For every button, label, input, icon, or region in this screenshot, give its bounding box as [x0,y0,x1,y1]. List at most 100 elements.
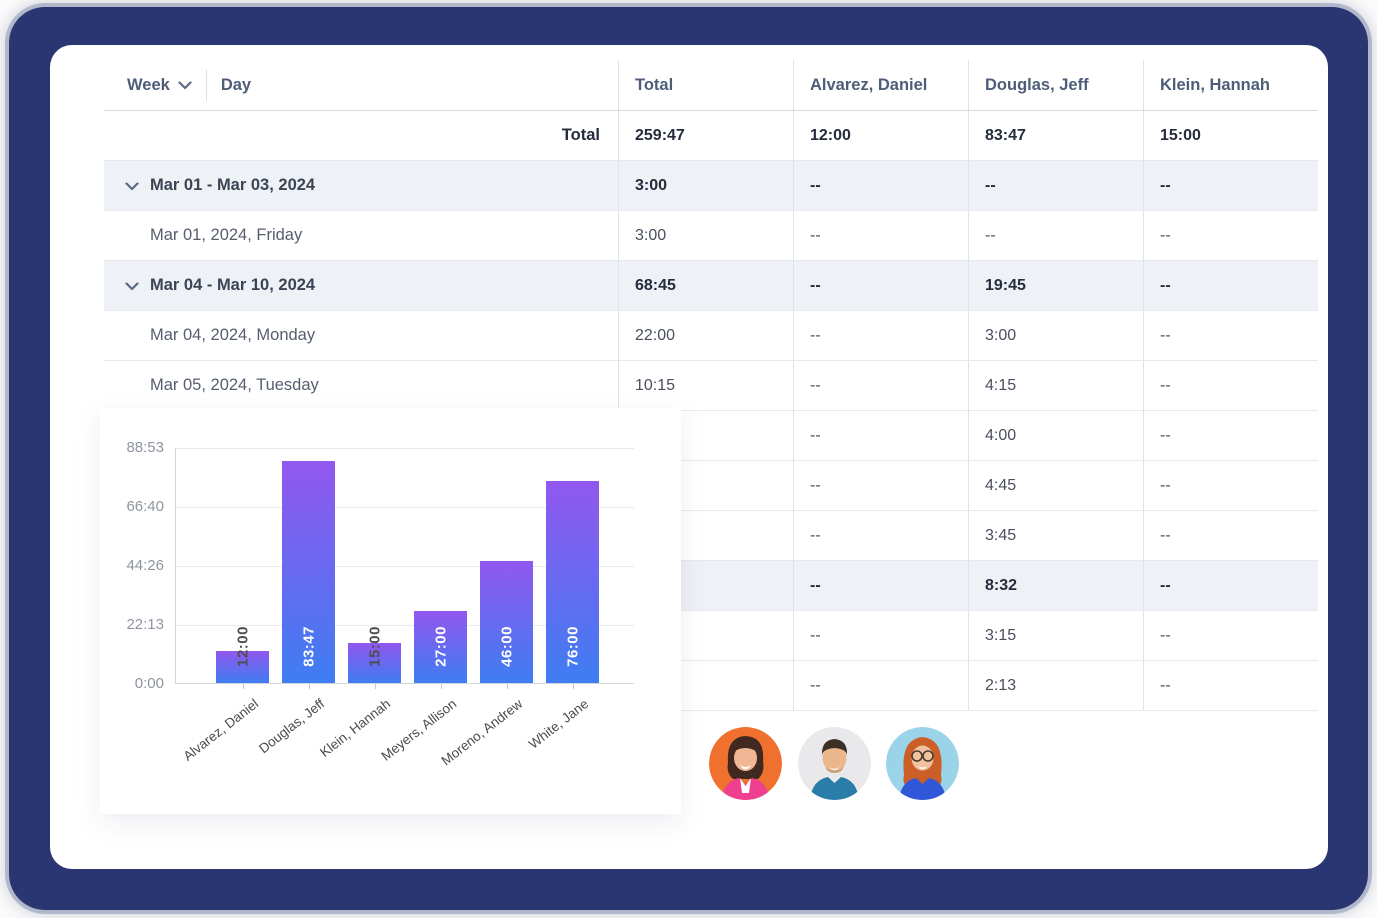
cell-klein: -- [1143,311,1318,360]
bar-douglas-jeff[interactable]: 83:47 [282,460,335,683]
cell-alvarez: -- [793,511,968,560]
cell-douglas: 19:45 [968,261,1143,310]
bar-value-label: 76:00 [564,626,581,667]
gridline [176,566,634,567]
cell-total: 3:00 [618,211,793,260]
y-axis-tick-label: 22:13 [126,616,164,633]
day-row: Mar 01, 2024, Friday 3:00 -- -- -- [104,211,1318,261]
cell-alvarez: -- [793,161,968,210]
week-column-dropdown[interactable]: Week [127,76,192,95]
cell-total: 22:00 [618,311,793,360]
cell-alvarez: -- [793,611,968,660]
gridline [176,448,634,449]
x-axis-tick [572,684,574,689]
week-column-label: Week [127,75,170,94]
day-date-label: Mar 05, 2024, Tuesday [150,376,319,394]
x-axis-category-label: Douglas, Jeff [255,696,327,757]
cell-douglas: 3:15 [968,611,1143,660]
x-axis-tick [506,684,508,689]
cell-alvarez: -- [793,561,968,610]
column-header-klein[interactable]: Klein, Hannah [1143,60,1318,110]
header-divider [205,69,207,101]
cell-total: 3:00 [618,161,793,210]
chevron-down-icon[interactable] [125,282,139,291]
cell-douglas: 3:00 [968,311,1143,360]
cell-alvarez: -- [793,461,968,510]
cell-klein: -- [1143,611,1318,660]
week-group-row: Mar 04 - Mar 10, 2024 68:45 -- 19:45 -- [104,261,1318,311]
cell-alvarez: -- [793,211,968,260]
y-axis-tick-label: 88:53 [126,439,164,456]
cell-klein: -- [1143,211,1318,260]
bar-value-label: 12:00 [234,626,251,667]
day-row: Mar 05, 2024, Tuesday 10:15 -- 4:15 -- [104,361,1318,411]
cell-klein: -- [1143,661,1318,710]
bar-meyers-allison[interactable]: 27:00 [414,611,467,683]
cell-alvarez: -- [793,261,968,310]
day-date-label: Mar 01, 2024, Friday [150,226,303,244]
bar-alvarez-daniel[interactable]: 12:00 [216,626,269,683]
week-range-label: Mar 04 - Mar 10, 2024 [150,276,316,294]
cell-klein: -- [1143,511,1318,560]
cell-klein: -- [1143,361,1318,410]
cell-douglas: 2:13 [968,661,1143,710]
bar-value-label: 46:00 [498,626,515,667]
cell-alvarez: -- [793,361,968,410]
bar-moreno-andrew[interactable]: 46:00 [480,560,533,683]
gridline [176,507,634,508]
cell-alvarez: -- [793,311,968,360]
cell-douglas: 83:47 [968,111,1143,160]
bar-value-label: 27:00 [432,626,449,667]
y-axis-tick-label: 0:00 [134,675,164,692]
cell-total: 68:45 [618,261,793,310]
x-axis-tick [440,684,442,689]
bar-klein-hannah[interactable]: 15:00 [348,626,401,683]
timesheet-table: Week Day Total Alvarez, Daniel Douglas, … [104,60,1318,711]
x-axis-tick [242,684,244,689]
cell-total: 259:47 [618,111,793,160]
hours-bar-chart: 12:00 83:47 15:00 27:00 46:00 76:00 0:00 22:13… [100,408,681,814]
cell-klein: -- [1143,261,1318,310]
avatar-woman-pink-jacket [709,727,782,800]
cell-douglas: 4:45 [968,461,1143,510]
cell-klein: -- [1143,161,1318,210]
cell-alvarez: -- [793,661,968,710]
column-header-total[interactable]: Total [618,60,793,110]
cell-klein: -- [1143,561,1318,610]
cell-klein: 15:00 [1143,111,1318,160]
grand-total-row: Total 259:47 12:00 83:47 15:00 [104,111,1318,161]
cell-douglas: 4:00 [968,411,1143,460]
table-header-row: Week Day Total Alvarez, Daniel Douglas, … [104,60,1318,111]
column-header-douglas[interactable]: Douglas, Jeff [968,60,1143,110]
week-group-row: Mar 01 - Mar 03, 2024 3:00 -- -- -- [104,161,1318,211]
cell-douglas: 3:45 [968,511,1143,560]
cell-douglas: -- [968,161,1143,210]
cell-total: 10:15 [618,361,793,410]
cell-klein: -- [1143,411,1318,460]
chevron-down-icon[interactable] [125,182,139,191]
cell-klein: -- [1143,461,1318,510]
x-axis-category-label: White, Jane [525,696,591,752]
table-body: Total 259:47 12:00 83:47 15:00 Mar 01 - Mar 0… [104,111,1318,711]
y-axis-tick-label: 66:40 [126,498,164,515]
cell-douglas: 8:32 [968,561,1143,610]
avatar-woman-red-hair [886,727,959,800]
bar-white-jane[interactable]: 76:00 [546,481,599,683]
x-axis-tick [308,684,310,689]
day-row: Mar 04, 2024, Monday 22:00 -- 3:00 -- [104,311,1318,361]
total-row-label: Total [561,126,600,144]
cell-alvarez: 12:00 [793,111,968,160]
gridline [176,625,634,626]
cell-douglas: -- [968,211,1143,260]
column-header-alvarez[interactable]: Alvarez, Daniel [793,60,968,110]
cell-douglas: 4:15 [968,361,1143,410]
cell-alvarez: -- [793,411,968,460]
y-axis-tick-label: 44:26 [126,557,164,574]
x-axis-category-label: Alvarez, Daniel [179,696,261,764]
avatar-man-blue-shirt [798,727,871,800]
bar-value-label: 83:47 [300,626,317,667]
x-axis-tick [374,684,376,689]
week-range-label: Mar 01 - Mar 03, 2024 [150,176,316,194]
day-date-label: Mar 04, 2024, Monday [150,326,316,344]
day-column-label: Day [220,75,252,94]
